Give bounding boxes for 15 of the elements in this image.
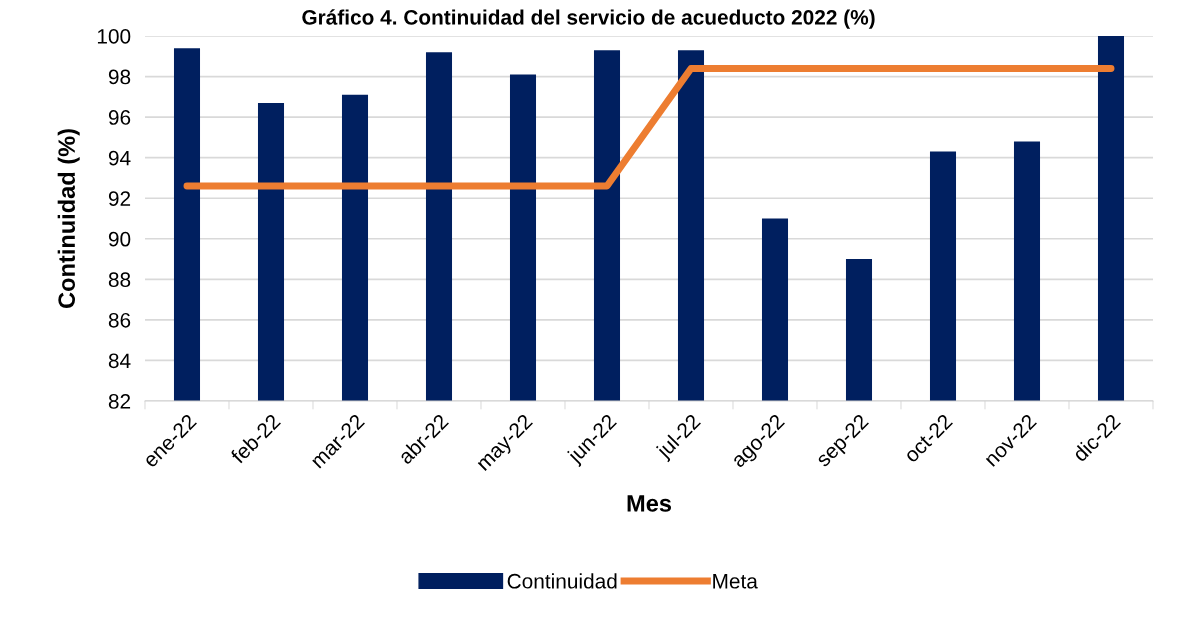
y-axis-title: Continuidad (%) (57, 129, 80, 309)
y-tick-label: 94 (108, 150, 131, 166)
x-axis-title: Mes (627, 495, 671, 512)
y-tick-label: 84 (108, 353, 131, 369)
chart-title: Gráfico 4. Continuidad del servicio de acueducto 2022 (%) (302, 9, 875, 29)
y-tick-label: 86 (108, 312, 131, 328)
legend-label: Meta (713, 574, 758, 589)
y-tick-label: 96 (108, 110, 131, 125)
legend-label: Continuidad (507, 573, 617, 589)
y-tick-label: 98 (108, 69, 131, 85)
y-tick-label: 92 (108, 191, 131, 206)
y-tick-label: 82 (108, 394, 131, 409)
y-tick-label: 100 (97, 29, 131, 44)
y-tick-label: 90 (108, 231, 131, 247)
y-tick-label: 88 (108, 272, 131, 288)
